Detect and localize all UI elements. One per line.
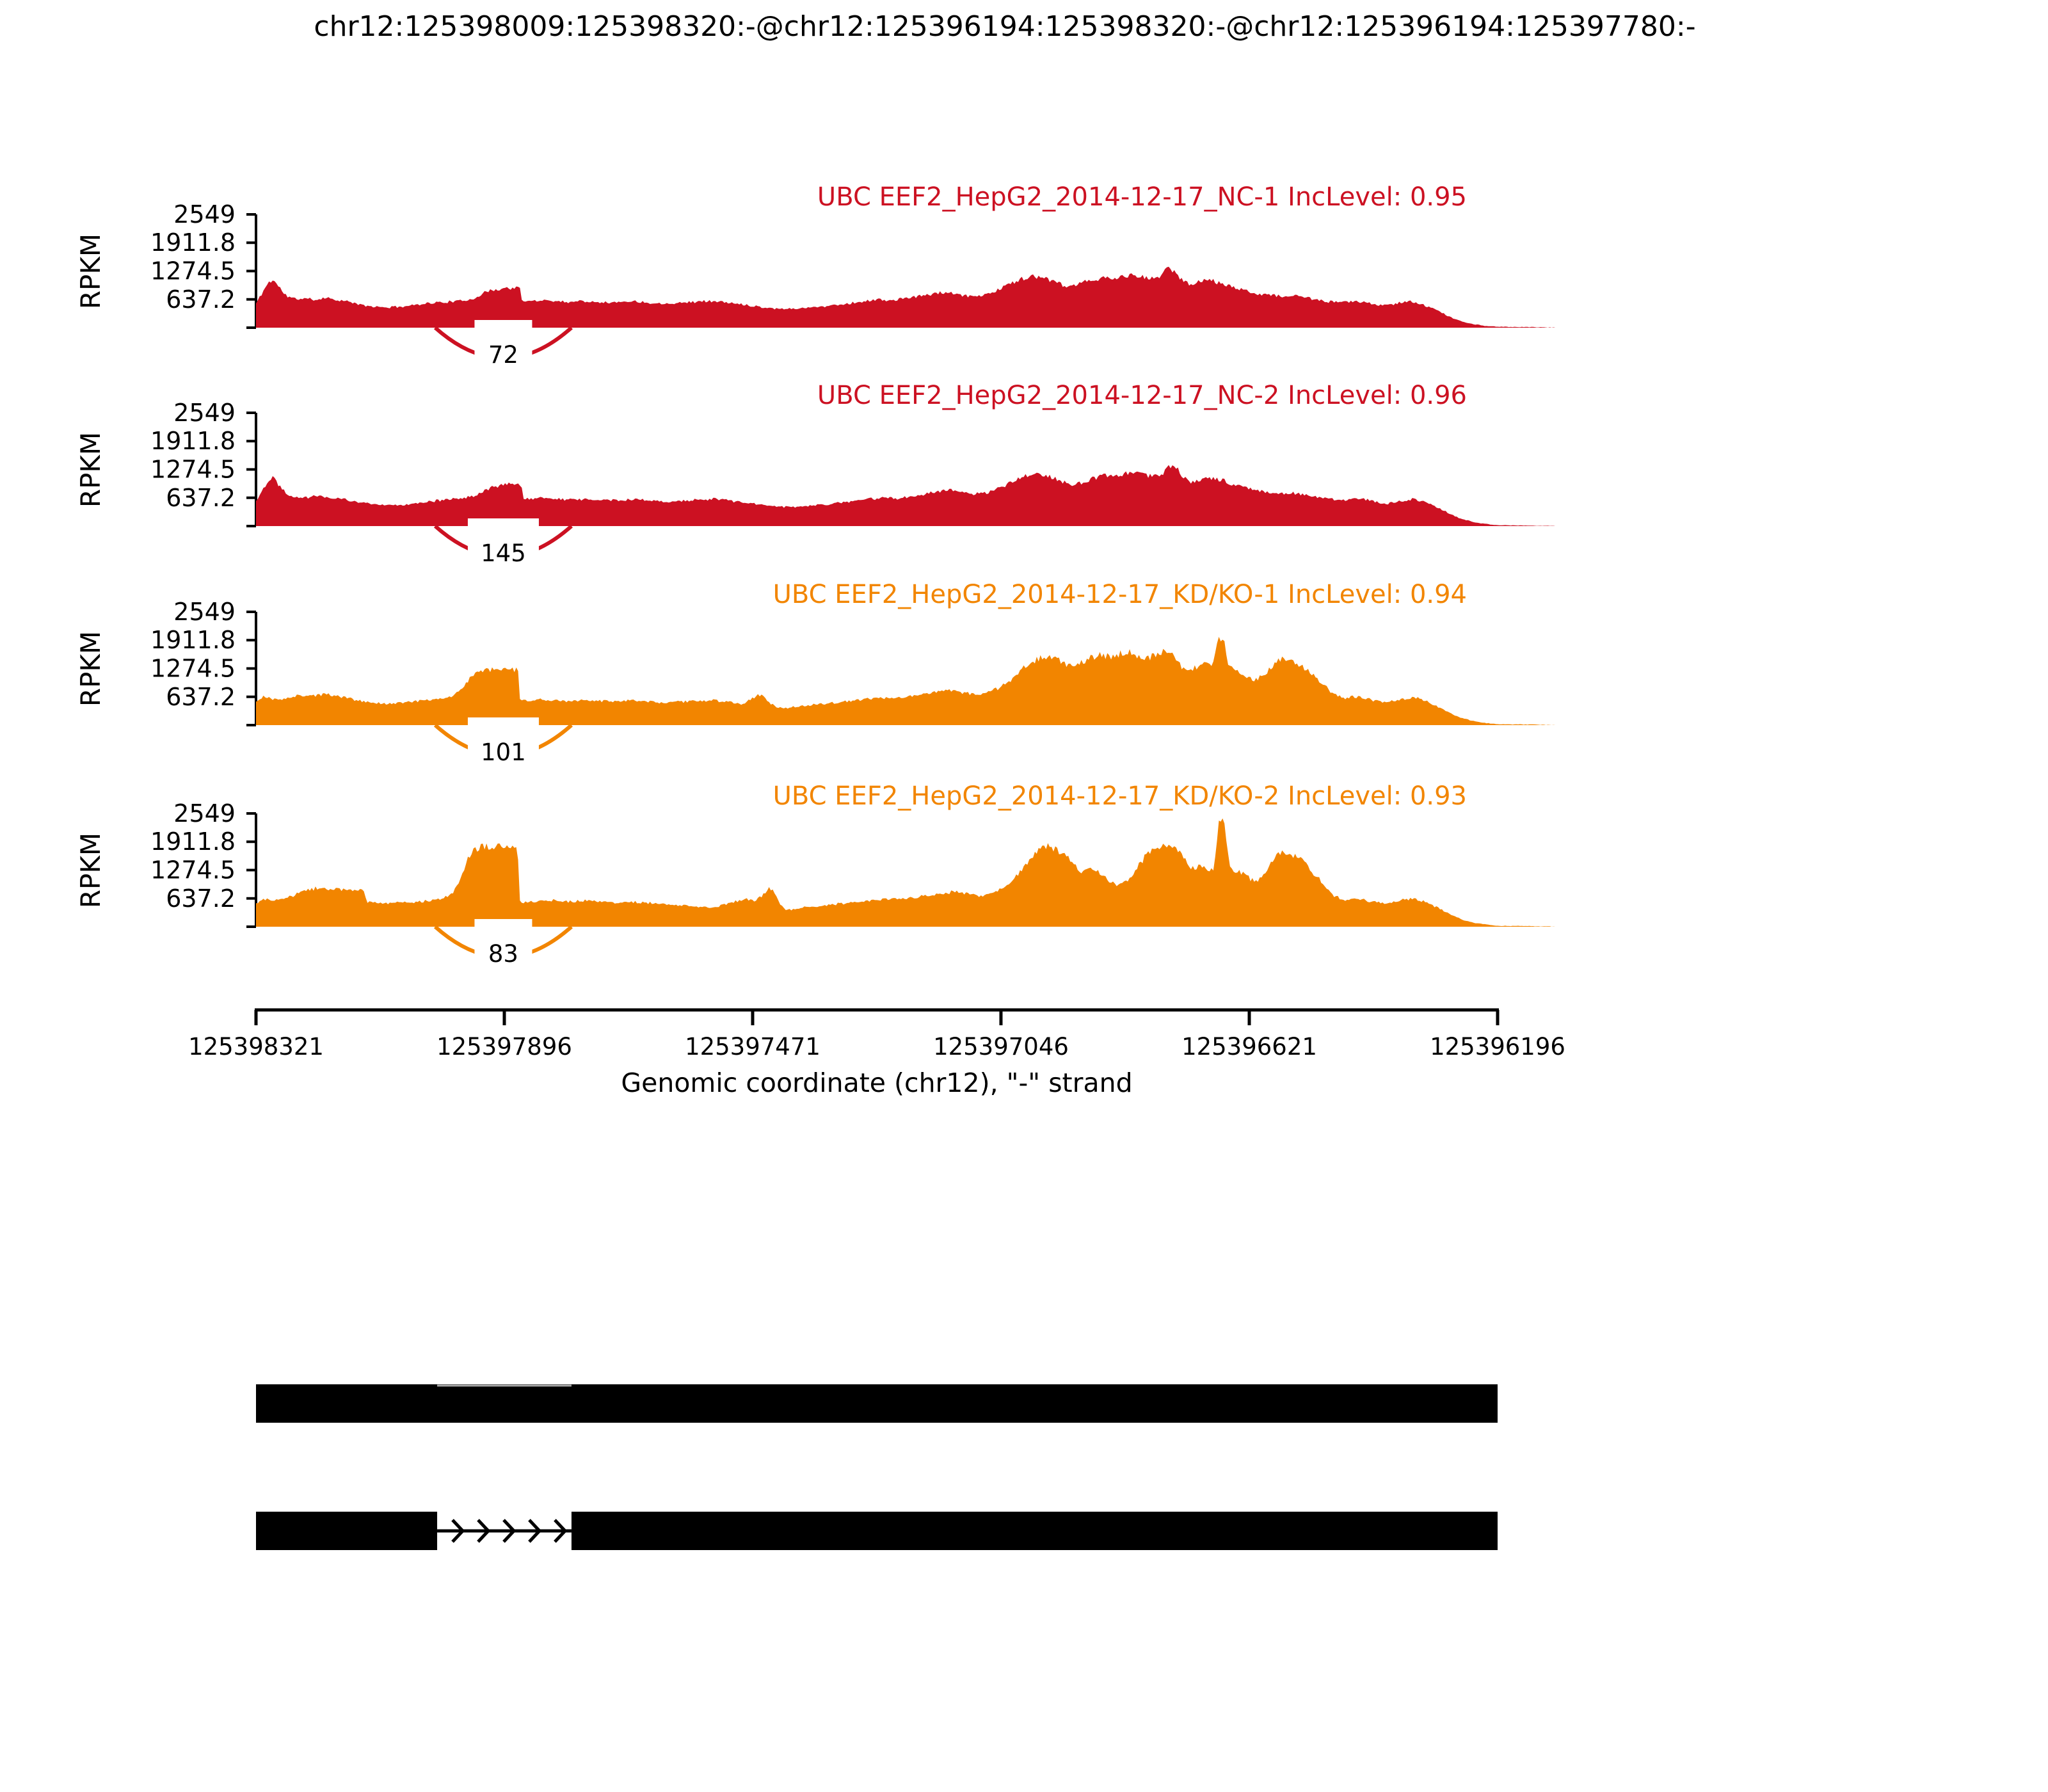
x-tick-label: 125397046: [933, 1033, 1069, 1060]
gene-model-exon: [256, 1384, 1498, 1423]
y-tick-label: 637.2: [166, 884, 236, 913]
y-tick-label: 637.2: [166, 285, 236, 314]
coverage-area: [256, 637, 1558, 725]
y-tick-label: 637.2: [166, 683, 236, 711]
y-tick-label: 1274.5: [150, 856, 236, 884]
x-tick-label: 125397471: [685, 1033, 820, 1060]
gene-model-exon: [571, 1512, 1498, 1550]
genomic-coordinate-axis-label: Genomic coordinate (chr12), "-" strand: [621, 1068, 1132, 1098]
coverage-area: [256, 266, 1558, 328]
x-tick-label: 125398321: [188, 1033, 324, 1060]
x-tick-label: 125397896: [436, 1033, 572, 1060]
y-tick-label: 1911.8: [150, 427, 236, 455]
junction-count-label: 83: [488, 940, 518, 968]
gene-model-strand-arrow: [502, 1519, 516, 1543]
track-label: UBC EEF2_HepG2_2014-12-17_KD/KO-1 IncLev…: [773, 580, 1467, 609]
figure-title: chr12:125398009:125398320:-@chr12:125396…: [314, 10, 1696, 43]
junction-count-label: 72: [488, 341, 518, 369]
y-tick-label: 1911.8: [150, 626, 236, 654]
gene-model-strand-arrow: [554, 1519, 568, 1543]
junction-count-box: [467, 518, 539, 568]
junction-count-box: [474, 320, 532, 370]
y-tick-label: 1911.8: [150, 828, 236, 856]
junction-count-label: 101: [481, 739, 526, 766]
junction-count-label: 145: [481, 540, 526, 567]
coverage-area: [256, 465, 1558, 526]
rpkm-axis-label: RPKM: [75, 432, 106, 508]
track-label: UBC EEF2_HepG2_2014-12-17_NC-1 IncLevel:…: [817, 182, 1467, 212]
gene-model-inclusion-isoform: [256, 1384, 1498, 1423]
x-tick-label: 125396196: [1430, 1033, 1565, 1060]
gene-model-strand-arrow: [528, 1519, 542, 1543]
x-axis: 125398321 125397896 125397471 125397046 1253…: [188, 1008, 1565, 1098]
y-tick-label: 1274.5: [150, 257, 236, 285]
track-label: UBC EEF2_HepG2_2014-12-17_NC-2 IncLevel:…: [817, 381, 1467, 410]
junction-count-box: [467, 717, 539, 767]
x-tick-label: 125396621: [1181, 1033, 1317, 1060]
rpkm-axis-label: RPKM: [75, 631, 106, 707]
track-label: UBC EEF2_HepG2_2014-12-17_KD/KO-2 IncLev…: [773, 781, 1467, 811]
gene-model-skipping-isoform: [256, 1512, 1498, 1550]
y-tick-label: 637.2: [166, 484, 236, 512]
y-tick-label: 2549: [173, 799, 236, 828]
y-tick-label: 2549: [173, 399, 236, 427]
junction-count-box: [474, 919, 532, 969]
y-tick-label: 1911.8: [150, 228, 236, 257]
y-tick-label: 2549: [173, 200, 236, 228]
coverage-area: [256, 818, 1558, 927]
gene-model-strand-arrow: [477, 1519, 491, 1543]
rpkm-axis-label: RPKM: [75, 833, 106, 908]
y-tick-label: 2549: [173, 598, 236, 626]
rpkm-axis-label: RPKM: [75, 234, 106, 309]
y-tick-label: 1274.5: [150, 655, 236, 683]
gene-model-exon: [256, 1512, 438, 1550]
gene-model-strand-arrow: [451, 1519, 465, 1543]
y-tick-label: 1274.5: [150, 456, 236, 484]
gene-model: [256, 1384, 1498, 1550]
